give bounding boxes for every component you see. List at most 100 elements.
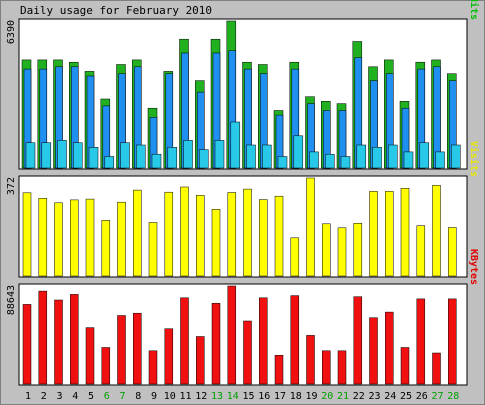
bar-visits-day-20: [322, 223, 331, 277]
bar-kbytes-day-20: [322, 350, 331, 385]
bar-visits-day-24: [385, 191, 394, 277]
bar-visits-day-1: [22, 192, 32, 277]
chart-title: Daily usage for February 2010: [20, 4, 212, 17]
bar-pages-day-19: [309, 151, 319, 169]
bar-visits-day-9: [148, 222, 158, 277]
x-tick-label-28: 28: [447, 391, 459, 402]
bar-kbytes-day-28: [448, 298, 457, 385]
bar-visits-day-2: [38, 198, 48, 277]
bar-visits-day-26: [416, 225, 426, 277]
x-tick-label-2: 2: [41, 391, 47, 402]
side-legend: Pages/Files/Hits: [468, 0, 480, 20]
y-max-label: 88643: [6, 285, 17, 315]
bar-visits-day-7: [117, 201, 126, 277]
bar-pages-day-23: [372, 147, 382, 169]
bar-visits-day-16: [259, 199, 268, 277]
bar-pages-day-21: [340, 156, 351, 169]
bar-visits-day-12: [196, 195, 205, 277]
bar-visits-day-4: [70, 199, 79, 277]
bar-kbytes-day-22: [353, 296, 363, 385]
bar-visits-day-11: [180, 186, 189, 277]
side-legend: KBytes: [468, 249, 479, 285]
x-tick-label-15: 15: [242, 391, 254, 402]
x-tick-label-20: 20: [321, 391, 333, 402]
bar-visits-day-23: [369, 191, 378, 277]
x-tick-label-7: 7: [119, 391, 125, 402]
bar-visits-day-14: [227, 192, 237, 277]
bar-kbytes-day-8: [133, 312, 142, 385]
bar-kbytes-day-19: [306, 335, 315, 385]
bar-kbytes-day-14: [227, 285, 237, 385]
bar-kbytes-day-11: [180, 297, 189, 385]
x-tick-label-22: 22: [353, 391, 365, 402]
side-legend-part-0: Visits: [468, 141, 480, 177]
bar-kbytes-day-17: [274, 355, 284, 385]
bar-kbytes-day-13: [211, 303, 221, 385]
bar-visits-day-22: [353, 223, 363, 277]
bar-kbytes-day-4: [70, 294, 79, 385]
x-tick-label-13: 13: [211, 391, 223, 402]
bar-visits-day-18: [290, 237, 300, 277]
bar-visits-day-13: [211, 209, 221, 277]
bar-pages-day-11: [183, 140, 193, 169]
panel-kbytes: 88643 KBytes: [6, 249, 479, 386]
bar-pages-day-4: [73, 142, 83, 169]
bar-visits-day-8: [133, 189, 142, 277]
chart-panels: 6390 Pages/Files/Hits 372 Visits 88643 KBytes: [6, 0, 480, 386]
panel-pages-files-hits: 6390 Pages/Files/Hits: [6, 0, 480, 170]
x-tick-label-18: 18: [290, 391, 302, 402]
x-tick-label-3: 3: [56, 391, 62, 402]
bar-pages-day-7: [120, 142, 130, 169]
x-tick-label-16: 16: [258, 391, 270, 402]
bar-kbytes-day-10: [164, 328, 174, 385]
side-legend: Visits: [468, 141, 480, 177]
bar-kbytes-day-21: [337, 350, 347, 385]
bar-pages-day-5: [88, 147, 99, 169]
bar-pages-day-22: [356, 144, 367, 169]
x-tick-label-21: 21: [337, 391, 349, 402]
bar-pages-day-27: [435, 151, 445, 169]
bar-kbytes-day-1: [22, 304, 32, 385]
bar-pages-day-13: [214, 140, 225, 169]
bar-pages-day-14: [230, 121, 241, 169]
x-tick-label-25: 25: [400, 391, 412, 402]
x-tick-label-17: 17: [274, 391, 286, 402]
bar-pages-day-6: [104, 156, 115, 169]
x-tick-label-19: 19: [305, 391, 317, 402]
bar-kbytes-day-23: [369, 317, 378, 385]
bar-kbytes-day-15: [243, 320, 252, 385]
bar-pages-day-2: [41, 142, 52, 169]
bar-kbytes-day-18: [290, 295, 300, 385]
bar-pages-day-26: [419, 142, 430, 169]
bar-pages-day-16: [262, 144, 272, 169]
bar-kbytes-day-3: [54, 299, 63, 385]
bar-kbytes-day-7: [117, 315, 126, 385]
bar-pages-day-15: [246, 144, 256, 169]
bar-visits-day-25: [400, 188, 410, 277]
bar-visits-day-19: [306, 177, 315, 277]
bar-pages-day-12: [199, 149, 209, 169]
bar-visits-day-6: [101, 220, 111, 277]
x-tick-label-1: 1: [25, 391, 31, 402]
x-tick-label-27: 27: [431, 391, 443, 402]
bar-pages-day-25: [403, 151, 414, 169]
x-tick-label-14: 14: [227, 391, 239, 402]
bar-pages-day-10: [167, 147, 178, 169]
bar-kbytes-day-2: [38, 290, 48, 385]
side-legend-part-0: KBytes: [468, 249, 479, 285]
x-tick-label-26: 26: [416, 391, 428, 402]
bar-visits-day-27: [432, 185, 441, 277]
x-tick-label-4: 4: [72, 391, 78, 402]
x-tick-label-10: 10: [164, 391, 176, 402]
bar-kbytes-day-27: [432, 352, 441, 385]
bar-visits-day-17: [274, 195, 284, 277]
x-tick-label-12: 12: [195, 391, 207, 402]
bar-pages-day-8: [136, 144, 146, 169]
y-max-label: 372: [6, 177, 17, 195]
x-tick-label-6: 6: [104, 391, 110, 402]
bar-kbytes-day-16: [259, 297, 268, 385]
bar-pages-day-9: [151, 153, 162, 169]
bar-visits-day-15: [243, 188, 252, 277]
